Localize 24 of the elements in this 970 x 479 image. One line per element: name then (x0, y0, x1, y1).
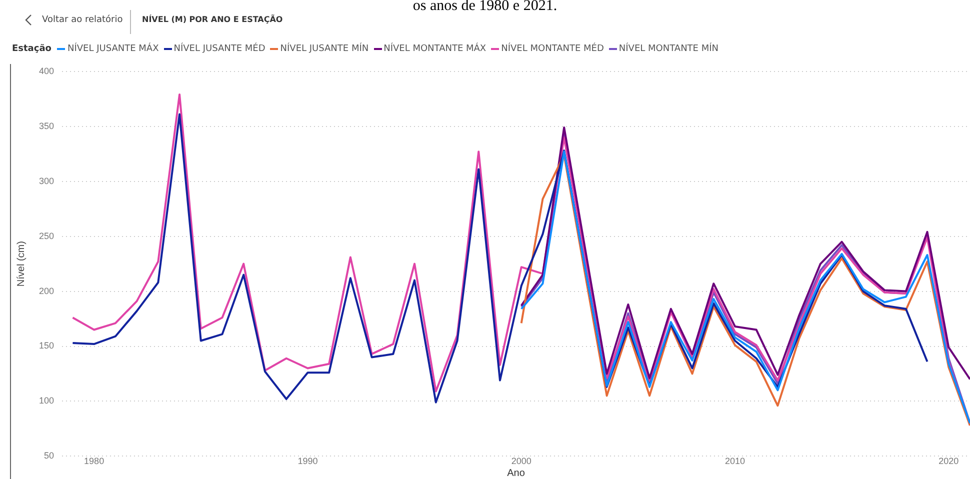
y-tick-label: 100 (38, 396, 54, 406)
y-tick-label: 50 (44, 450, 54, 461)
x-tick-label: 1980 (84, 456, 104, 466)
y-tick-label: 350 (38, 120, 54, 131)
y-tick-label: 400 (38, 66, 54, 76)
legend-label: NÍVEL JUSANTE MÁX (66, 44, 159, 54)
legend-label: NÍVEL JUSANTE MÍN (279, 44, 369, 54)
legend-label: NÍVEL MONTANTE MÉD (500, 44, 604, 54)
x-axis-title: Ano (507, 468, 526, 479)
y-tick-label: 300 (38, 176, 54, 186)
x-tick-label: 1990 (298, 456, 318, 466)
x-tick-label: 2010 (724, 456, 746, 466)
legend-label: NÍVEL MONTANTE MÍN (618, 44, 718, 54)
x-tick-label: 2000 (511, 456, 532, 466)
chart-title: NÍVEL (M) POR ANO E ESTAÇÃO (142, 15, 283, 24)
y-axis-title: Nível (cm) (16, 241, 27, 287)
x-tick-label: 2020 (938, 456, 959, 466)
legend-label: NÍVEL MONTANTE MÁX (382, 44, 486, 54)
y-tick-label: 150 (38, 340, 54, 351)
text: Voltar ao relatório (42, 15, 123, 25)
y-tick-label: 200 (38, 286, 54, 296)
legend-title: Estação (12, 44, 52, 54)
legend-label: NÍVEL JUSANTE MÉD (172, 44, 266, 54)
y-tick-label: 250 (38, 230, 54, 241)
